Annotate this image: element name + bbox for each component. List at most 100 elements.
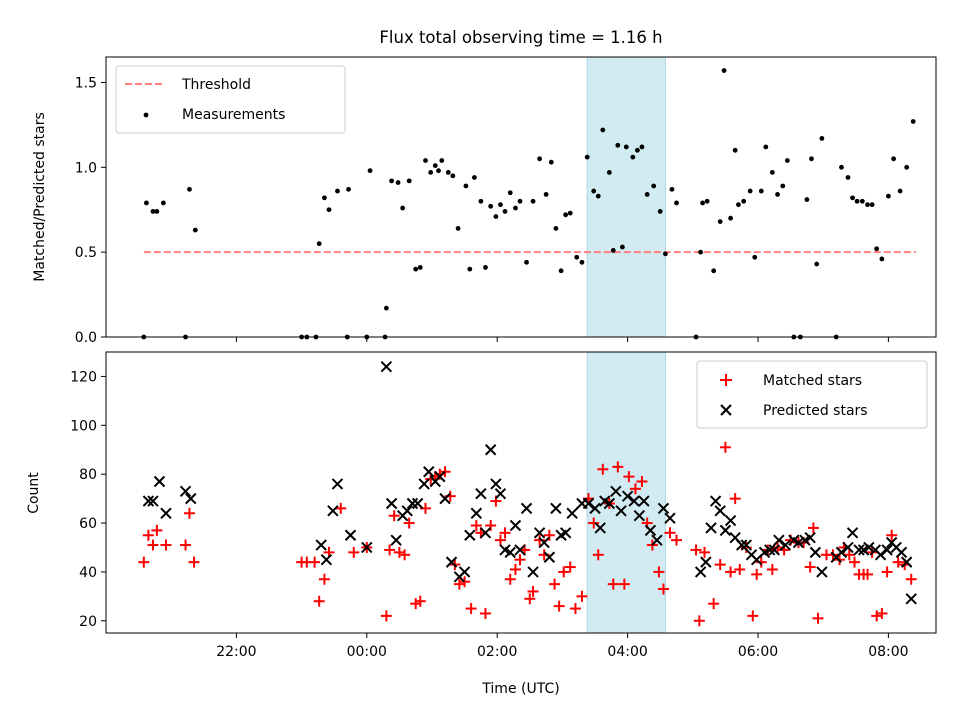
predicted-stars-point bbox=[633, 510, 646, 522]
measurement-point bbox=[865, 202, 870, 208]
predicted-stars-point bbox=[504, 546, 516, 559]
matched-stars-series bbox=[138, 441, 917, 627]
matched-stars-point bbox=[886, 529, 898, 541]
y-tick-label: 40 bbox=[79, 565, 97, 581]
predicted-stars-point bbox=[327, 505, 339, 517]
matched-stars-point bbox=[592, 549, 604, 561]
measurement-point bbox=[891, 156, 897, 162]
matched-stars-point bbox=[588, 517, 600, 529]
measurement-point bbox=[524, 259, 529, 265]
predicted-stars-point bbox=[900, 556, 913, 568]
measurement-point bbox=[615, 142, 621, 148]
matched-stars-point bbox=[313, 595, 325, 607]
predicted-stars-point bbox=[740, 539, 752, 551]
measurement-point bbox=[732, 147, 738, 153]
measurement-point bbox=[711, 268, 717, 274]
matched-stars-point bbox=[318, 573, 330, 585]
measurement-point bbox=[634, 147, 640, 153]
measurement-point bbox=[859, 198, 865, 204]
measurement-point bbox=[517, 198, 523, 204]
count-y-axis-label: Count bbox=[26, 472, 42, 514]
matched-stars-point bbox=[569, 603, 581, 615]
measurement-point bbox=[639, 144, 645, 150]
measurement-point bbox=[471, 175, 477, 180]
count-plot-frame bbox=[105, 351, 937, 634]
matched-stars-point bbox=[534, 534, 546, 546]
measurement-point bbox=[543, 192, 549, 197]
measurement-point bbox=[610, 248, 616, 253]
predicted-stars-point bbox=[764, 544, 776, 556]
y-tick-label: 100 bbox=[70, 418, 97, 434]
matched-stars-point bbox=[693, 615, 705, 627]
matched-stars-point bbox=[719, 441, 731, 453]
measurement-point bbox=[445, 169, 451, 175]
matched-stars-point bbox=[549, 578, 561, 590]
measurement-point bbox=[669, 186, 675, 192]
predicted-stars-point bbox=[694, 566, 707, 578]
predicted-stars-point bbox=[475, 488, 487, 500]
x-tick-label: 04:00 bbox=[607, 644, 647, 660]
measurement-point bbox=[326, 207, 332, 213]
measurements-series bbox=[141, 68, 916, 340]
measurement-point bbox=[400, 205, 406, 211]
matched-stars-point bbox=[751, 568, 763, 580]
predicted-stars-point bbox=[458, 566, 471, 578]
predicted-stars-point bbox=[779, 539, 792, 551]
measurement-point bbox=[886, 193, 891, 199]
predicted-stars-legend-swatch bbox=[720, 404, 732, 416]
matched-stars-point bbox=[807, 522, 819, 534]
predicted-stars-point bbox=[705, 522, 717, 534]
predicted-stars-point bbox=[700, 556, 712, 568]
measurement-point bbox=[192, 227, 198, 233]
measurement-point bbox=[406, 178, 412, 184]
matched-stars-point bbox=[527, 585, 539, 597]
matched-stars-point bbox=[862, 568, 874, 580]
measurement-point bbox=[439, 158, 445, 163]
measurement-point bbox=[467, 266, 473, 272]
matched-stars-point bbox=[514, 554, 526, 566]
matched-stars-point bbox=[881, 566, 893, 578]
matched-stars-point bbox=[597, 463, 609, 475]
measurement-point bbox=[383, 305, 389, 311]
matched-stars-point bbox=[188, 556, 200, 568]
predicted-stars-point bbox=[846, 527, 859, 539]
measurement-point bbox=[567, 210, 573, 216]
matched-stars-point bbox=[804, 561, 816, 573]
predicted-stars-point bbox=[621, 490, 634, 502]
predicted-stars-point bbox=[773, 534, 785, 546]
predicted-stars-point bbox=[390, 534, 402, 546]
measurement-point bbox=[874, 246, 880, 252]
measurement-point bbox=[728, 215, 734, 221]
matched-stars-point bbox=[812, 612, 824, 624]
measurement-point bbox=[839, 164, 844, 170]
count-x-ticks: 22:00 00:00 02:00 04:00 06:00 08:00 bbox=[216, 633, 909, 660]
ratio-legend: Threshold Measurements bbox=[115, 65, 346, 134]
measurement-point bbox=[780, 183, 786, 189]
ratio-plot-frame bbox=[105, 56, 937, 338]
predicted-stars-series bbox=[142, 360, 917, 605]
matched-stars-point bbox=[388, 510, 400, 522]
measurement-point bbox=[606, 169, 612, 175]
measurement-point bbox=[478, 198, 484, 204]
measurement-point bbox=[584, 154, 590, 160]
predicted-stars-point bbox=[895, 546, 908, 559]
predicted-stars-point bbox=[842, 541, 854, 554]
observing-window-span-count bbox=[586, 351, 666, 634]
predicted-stars-point bbox=[664, 512, 676, 524]
matched-stars-point bbox=[755, 556, 767, 568]
measurement-point bbox=[154, 209, 160, 214]
matched-stars-point bbox=[699, 546, 711, 558]
predicted-stars-point bbox=[628, 495, 640, 507]
predicted-stars-point bbox=[406, 497, 419, 510]
measurement-point bbox=[563, 212, 569, 218]
predicted-stars-point bbox=[160, 507, 172, 519]
predicted-stars-point bbox=[479, 527, 492, 539]
predicted-stars-point bbox=[644, 524, 657, 537]
predicted-stars-point bbox=[315, 539, 327, 551]
measurement-point bbox=[763, 144, 769, 150]
matched-stars-point bbox=[607, 578, 619, 590]
count-y-ticks: 20 40 60 80 100 120 bbox=[70, 369, 106, 630]
measurement-point bbox=[619, 244, 625, 250]
predicted-stars-point bbox=[533, 527, 546, 539]
predicted-stars-point bbox=[185, 492, 197, 505]
